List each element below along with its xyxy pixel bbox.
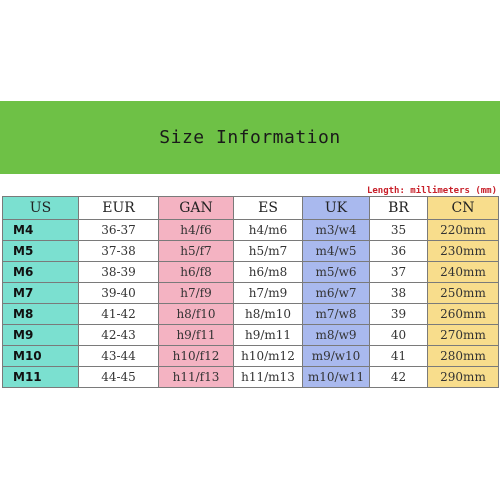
cell-uk: m3/w4	[302, 219, 370, 241]
cell-gan: h5/f7	[158, 240, 234, 262]
cell-cn: 260mm	[427, 303, 499, 325]
cell-uk: m7/w8	[302, 303, 370, 325]
cell-us: M5	[2, 240, 79, 262]
cell-us: M4	[2, 219, 79, 241]
cell-gan: h6/f8	[158, 261, 234, 283]
cell-cn: 290mm	[427, 366, 499, 388]
cell-eur: 41-42	[78, 303, 159, 325]
cell-cn: 280mm	[427, 345, 499, 367]
cell-us: M8	[2, 303, 79, 325]
cell-cn: 270mm	[427, 324, 499, 346]
cell-cn: 240mm	[427, 261, 499, 283]
cell-eur: 39-40	[78, 282, 159, 304]
cell-es: h6/m8	[233, 261, 303, 283]
table-row: M6 38-39 h6/f8 h6/m8 m5/w6 37 240mm	[2, 261, 499, 283]
table-row: M5 37-38 h5/f7 h5/m7 m4/w5 36 230mm	[2, 240, 499, 262]
cell-uk: m8/w9	[302, 324, 370, 346]
cell-br: 35	[369, 219, 428, 241]
cell-br: 41	[369, 345, 428, 367]
cell-cn: 220mm	[427, 219, 499, 241]
cell-cn: 250mm	[427, 282, 499, 304]
table-row: M8 41-42 h8/f10 h8/m10 m7/w8 39 260mm	[2, 303, 499, 325]
cell-es: h4/m6	[233, 219, 303, 241]
table-row: M10 43-44 h10/f12 h10/m12 m9/w10 41 280mm	[2, 345, 499, 367]
cell-br: 36	[369, 240, 428, 262]
cell-us: M10	[2, 345, 79, 367]
cell-eur: 36-37	[78, 219, 159, 241]
cell-uk: m4/w5	[302, 240, 370, 262]
cell-es: h9/m11	[233, 324, 303, 346]
cell-br: 38	[369, 282, 428, 304]
cell-uk: m9/w10	[302, 345, 370, 367]
cell-es: h8/m10	[233, 303, 303, 325]
header-uk: UK	[302, 196, 370, 220]
cell-eur: 43-44	[78, 345, 159, 367]
table-row: M4 36-37 h4/f6 h4/m6 m3/w4 35 220mm	[2, 219, 499, 241]
size-table-body: M4 36-37 h4/f6 h4/m6 m3/w4 35 220mm M5 37-38 h5/f…	[2, 219, 499, 388]
table-row: M9 42-43 h9/f11 h9/m11 m8/w9 40 270mm	[2, 324, 499, 346]
header-es: ES	[233, 196, 303, 220]
cell-es: h10/m12	[233, 345, 303, 367]
cell-br: 37	[369, 261, 428, 283]
cell-uk: m5/w6	[302, 261, 370, 283]
header-cn: CN	[427, 196, 499, 220]
cell-us: M11	[2, 366, 79, 388]
table-row: M11 44-45 h11/f13 h11/m13 m10/w11 42 290mm	[2, 366, 499, 388]
cell-us: M7	[2, 282, 79, 304]
cell-gan: h7/f9	[158, 282, 234, 304]
cell-gan: h9/f11	[158, 324, 234, 346]
caption-row: Length: millimeters (mm)	[0, 178, 497, 196]
header-br: BR	[369, 196, 428, 220]
cell-gan: h4/f6	[158, 219, 234, 241]
cell-gan: h10/f12	[158, 345, 234, 367]
cell-gan: h11/f13	[158, 366, 234, 388]
cell-uk: m10/w11	[302, 366, 370, 388]
cell-us: M6	[2, 261, 79, 283]
cell-gan: h8/f10	[158, 303, 234, 325]
cell-eur: 42-43	[78, 324, 159, 346]
cell-br: 42	[369, 366, 428, 388]
cell-eur: 37-38	[78, 240, 159, 262]
title-banner: Size Information	[0, 101, 500, 174]
header-gan: GAN	[158, 196, 234, 220]
cell-cn: 230mm	[427, 240, 499, 262]
unit-caption: Length: millimeters (mm)	[366, 186, 497, 196]
page-title: Size Information	[159, 127, 341, 148]
cell-eur: 38-39	[78, 261, 159, 283]
cell-br: 39	[369, 303, 428, 325]
cell-eur: 44-45	[78, 366, 159, 388]
cell-uk: m6/w7	[302, 282, 370, 304]
cell-es: h11/m13	[233, 366, 303, 388]
table-row: M7 39-40 h7/f9 h7/m9 m6/w7 38 250mm	[2, 282, 499, 304]
size-table: US EUR GAN ES UK BR CN M4 36-37 h4/f6 h4/m6…	[2, 196, 499, 388]
header-eur: EUR	[78, 196, 159, 220]
cell-es: h7/m9	[233, 282, 303, 304]
cell-br: 40	[369, 324, 428, 346]
cell-us: M9	[2, 324, 79, 346]
header-row: US EUR GAN ES UK BR CN	[2, 196, 499, 220]
header-us: US	[2, 196, 79, 220]
cell-es: h5/m7	[233, 240, 303, 262]
